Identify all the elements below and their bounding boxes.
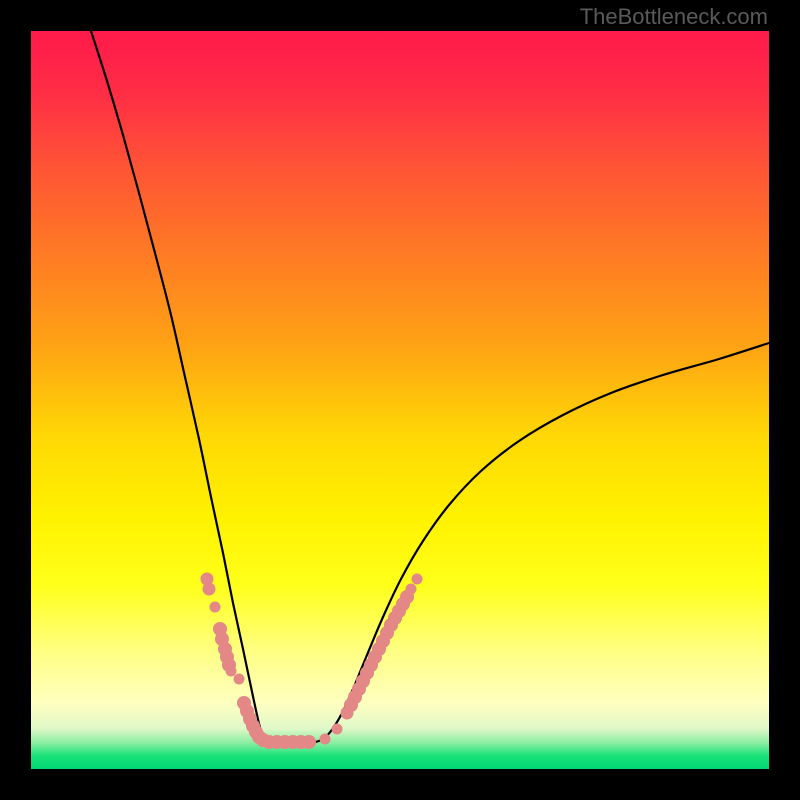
plot-svg	[31, 31, 769, 769]
plot-background	[31, 31, 769, 769]
data-dot	[412, 574, 423, 585]
data-dot	[226, 666, 237, 677]
chart-container: TheBottleneck.com	[0, 0, 800, 800]
data-dot	[210, 602, 221, 613]
data-dot	[203, 583, 216, 596]
data-dot	[320, 734, 331, 745]
data-dot	[406, 584, 417, 595]
data-dot	[332, 724, 343, 735]
watermark-text: TheBottleneck.com	[580, 4, 768, 30]
data-dot	[302, 735, 316, 749]
data-dot	[234, 674, 245, 685]
